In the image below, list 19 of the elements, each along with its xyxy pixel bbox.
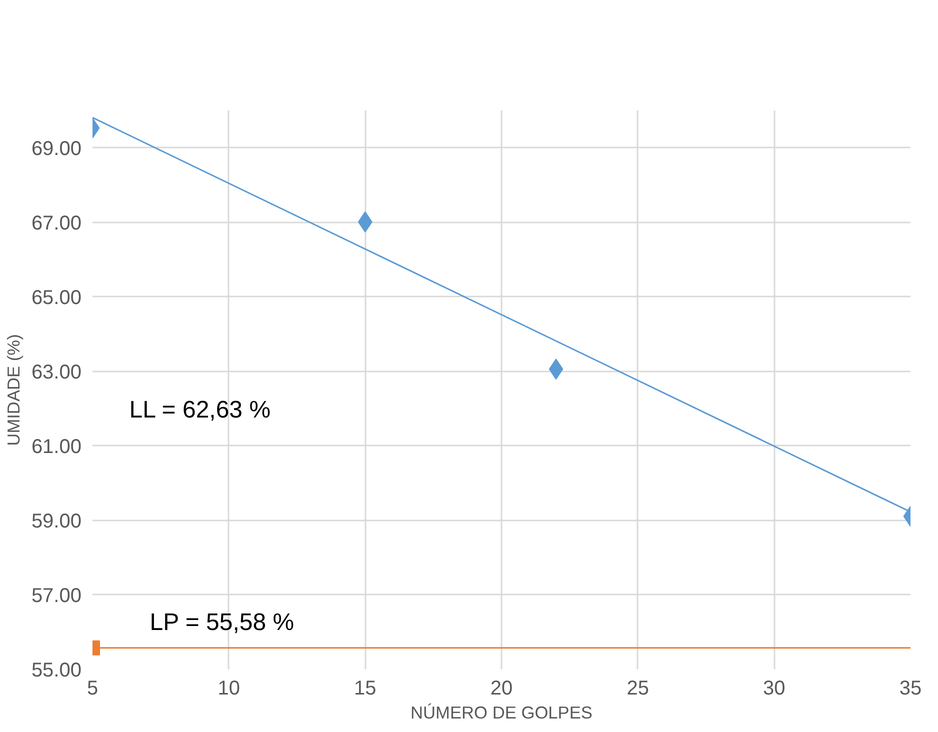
- y-tick-label: 63.00: [31, 361, 82, 384]
- y-tick-label: 57.00: [31, 584, 82, 607]
- y-tick-label: 61.00: [31, 436, 82, 458]
- y-tick-label: 59.00: [31, 510, 82, 532]
- x-tick-label: 10: [218, 678, 240, 700]
- annotation: LP = 55,58 %: [150, 608, 294, 636]
- y-tick-label: 65.00: [31, 286, 82, 309]
- x-tick-label: 35: [899, 678, 922, 700]
- x-axis-title: NÚMERO DE GOLPES: [410, 702, 592, 722]
- y-tick-label: 55.00: [31, 660, 82, 682]
- y-tick-label: 67.00: [31, 212, 82, 234]
- x-tick-label: 20: [490, 678, 513, 700]
- x-tick-label: 25: [626, 678, 649, 700]
- annotation: LL = 62,63 %: [129, 396, 271, 424]
- x-tick-label: 15: [354, 678, 376, 700]
- x-tick-label: 5: [86, 678, 98, 700]
- y-axis-title: UMIDADE (%): [3, 334, 24, 446]
- y-tick-label: 69.00: [31, 138, 82, 160]
- x-tick-label: 30: [763, 678, 786, 700]
